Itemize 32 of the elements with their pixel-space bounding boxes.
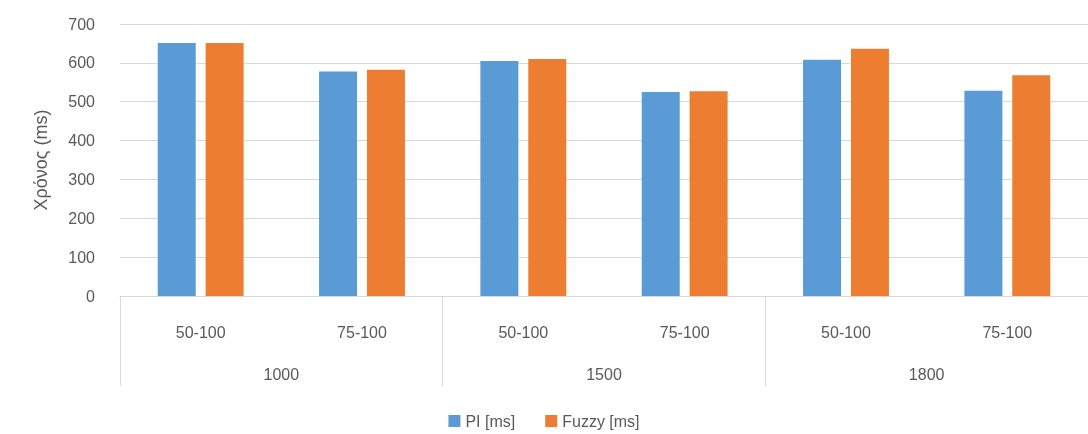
x-tick-label: 50-100 [821, 323, 872, 341]
y-tick-label: 0 [86, 287, 96, 305]
bar [480, 60, 519, 296]
bar [803, 59, 842, 296]
bar [964, 90, 1003, 296]
y-tick-label: 300 [68, 170, 96, 188]
legend-label: Fuzzy [ms] [562, 412, 640, 430]
x-tick-label: 75-100 [337, 323, 388, 341]
text: 1800 [908, 365, 945, 383]
bar [850, 48, 889, 296]
text: 1000 [263, 365, 300, 383]
bar [205, 43, 244, 296]
bar [319, 71, 358, 296]
x-tick-label: 75-100 [659, 323, 710, 341]
y-tick-label: 500 [68, 93, 96, 111]
bar [366, 69, 405, 296]
x-tick-label: 50-100 [175, 323, 226, 341]
y-axis-title: Χρόνος (ms) [31, 109, 51, 211]
x-tick-label: 50-100 [498, 323, 549, 341]
legend-label: PI [ms] [465, 412, 516, 430]
bar [1012, 75, 1051, 296]
y-tick-label: 600 [68, 54, 96, 72]
text: 1500 [586, 365, 622, 383]
y-tick-label: 200 [68, 209, 96, 227]
bar [641, 92, 680, 296]
bar [689, 91, 728, 296]
y-tick-label: 400 [68, 132, 96, 150]
x-tick-label: 75-100 [982, 323, 1033, 341]
bar [157, 43, 196, 296]
y-tick-label: 700 [68, 15, 96, 33]
bar [528, 58, 567, 296]
y-tick-label: 100 [68, 248, 96, 266]
